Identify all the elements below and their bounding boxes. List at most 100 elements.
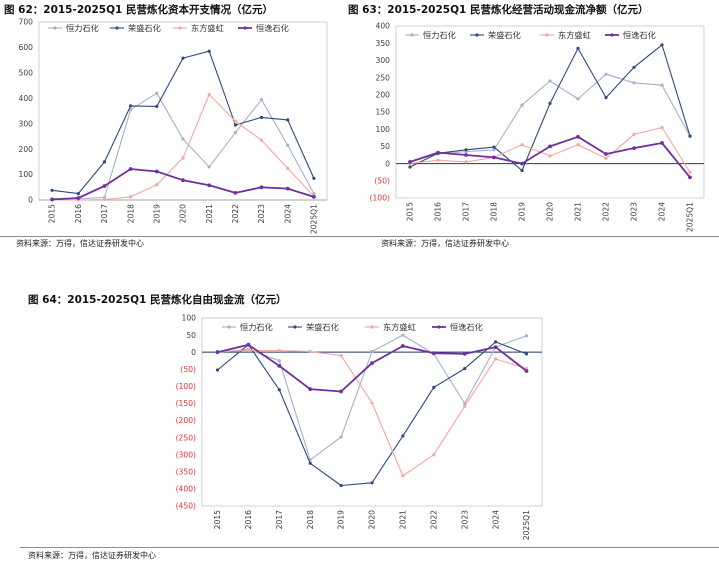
data-point — [233, 119, 237, 123]
data-point — [277, 388, 281, 392]
data-point — [493, 345, 498, 349]
data-point — [494, 340, 498, 344]
y-tick-label: 0 — [28, 196, 33, 205]
data-point — [181, 137, 185, 141]
legend-label: 恒逸石化 — [256, 23, 289, 33]
data-point — [524, 369, 529, 373]
legend-item: 恒逸石化 — [238, 23, 289, 33]
data-point — [129, 195, 133, 199]
data-point — [370, 361, 374, 365]
data-point — [524, 334, 529, 338]
x-tick-label: 2018 — [126, 204, 135, 223]
series-line-1 — [52, 92, 315, 200]
data-point — [494, 357, 498, 361]
data-point — [285, 186, 290, 191]
figure-64-title: 图 64：2015-2025Q1 民营炼化自由现金流（亿元） — [28, 294, 287, 306]
x-tick-label: 2019 — [518, 202, 527, 221]
data-point — [308, 387, 313, 391]
legend-label: 恒力石化 — [240, 322, 273, 332]
legend-marker — [610, 33, 614, 37]
data-point — [401, 333, 405, 337]
data-point — [604, 96, 608, 100]
data-point — [401, 434, 405, 438]
x-tick-label: 2016 — [74, 204, 83, 223]
data-point — [688, 170, 692, 174]
y-tick-label: 50 — [380, 142, 390, 151]
legend-item: 恒逸石化 — [432, 322, 483, 332]
figure-63-source: 资料来源：万得，信达证券研发中心 — [381, 239, 509, 248]
y-tick-label: 300 — [376, 56, 391, 65]
data-point — [576, 46, 580, 50]
y-tick-label: 50 — [186, 331, 196, 340]
data-point — [604, 156, 608, 160]
y-tick-label: 100 — [182, 314, 197, 323]
legend-marker — [475, 33, 479, 37]
x-tick-label: 2017 — [100, 204, 109, 223]
data-point — [128, 167, 133, 171]
data-point — [370, 349, 374, 354]
data-point — [50, 188, 54, 192]
data-point — [312, 176, 316, 180]
legend-label: 恒逸石化 — [450, 322, 483, 332]
data-point — [233, 131, 237, 135]
data-point — [233, 191, 238, 195]
legend-marker — [545, 33, 549, 37]
y-tick-label: (350) — [176, 467, 196, 476]
legend-label: 东方盛虹 — [558, 30, 591, 40]
x-tick-label: 2020 — [546, 202, 555, 221]
x-tick-label: 2017 — [462, 202, 471, 221]
data-point — [312, 192, 316, 196]
data-point — [286, 143, 290, 147]
x-tick-label: 2024 — [491, 510, 500, 529]
y-tick-label: 0 — [385, 159, 390, 168]
y-tick-label: 150 — [376, 108, 391, 117]
legend-marker — [293, 325, 297, 329]
data-point — [259, 138, 264, 142]
data-point — [520, 161, 524, 166]
data-point — [277, 348, 281, 353]
data-point — [339, 435, 343, 439]
figure-64-source: 资料来源：万得，信达证券研发中心 — [28, 551, 156, 560]
data-point — [246, 342, 251, 347]
data-point — [604, 152, 608, 156]
data-point — [277, 359, 281, 363]
data-point — [632, 146, 636, 151]
data-point — [520, 103, 524, 107]
data-point — [102, 184, 107, 188]
legend-marker — [53, 26, 57, 30]
legend-item: 东方盛虹 — [173, 23, 224, 33]
x-tick-label: 2023 — [630, 202, 639, 221]
legend-marker — [370, 325, 374, 329]
data-point — [102, 160, 107, 164]
x-tick-label: 2017 — [275, 510, 284, 529]
data-point — [436, 150, 440, 155]
y-tick-label: 200 — [376, 90, 391, 99]
data-point — [660, 83, 664, 87]
y-tick-label: (150) — [176, 399, 196, 408]
x-tick-label: 2019 — [152, 204, 161, 223]
legend-marker — [227, 325, 231, 329]
data-point — [548, 79, 552, 83]
x-tick-label: 2016 — [244, 510, 253, 529]
data-point — [462, 352, 467, 356]
data-point — [604, 72, 608, 76]
data-point — [548, 144, 552, 149]
data-point — [660, 43, 664, 47]
legend-marker — [178, 26, 182, 30]
data-point — [464, 160, 468, 164]
y-tick-label: (100) — [370, 194, 390, 203]
data-point — [688, 134, 692, 138]
legend-item: 东方盛虹 — [540, 30, 591, 40]
data-point — [432, 385, 436, 389]
figure-62-title: 图 62：2015-2025Q1 民营炼化资本开支情况（亿元） — [4, 4, 273, 16]
operating-cashflow-line-chart: 400 350 300 250 200 150 100 50 0 (50) (100) 2015 201… — [370, 22, 705, 232]
x-tick-label: 2025Q1 — [686, 202, 695, 232]
y-tick-label: (50) — [180, 365, 196, 374]
data-point — [207, 183, 212, 188]
data-point — [129, 104, 133, 108]
series-line-1 — [409, 73, 691, 163]
data-point — [246, 348, 250, 353]
x-tick-label: 2024 — [283, 204, 292, 223]
data-point — [339, 483, 343, 488]
plot-frame — [38, 21, 328, 201]
